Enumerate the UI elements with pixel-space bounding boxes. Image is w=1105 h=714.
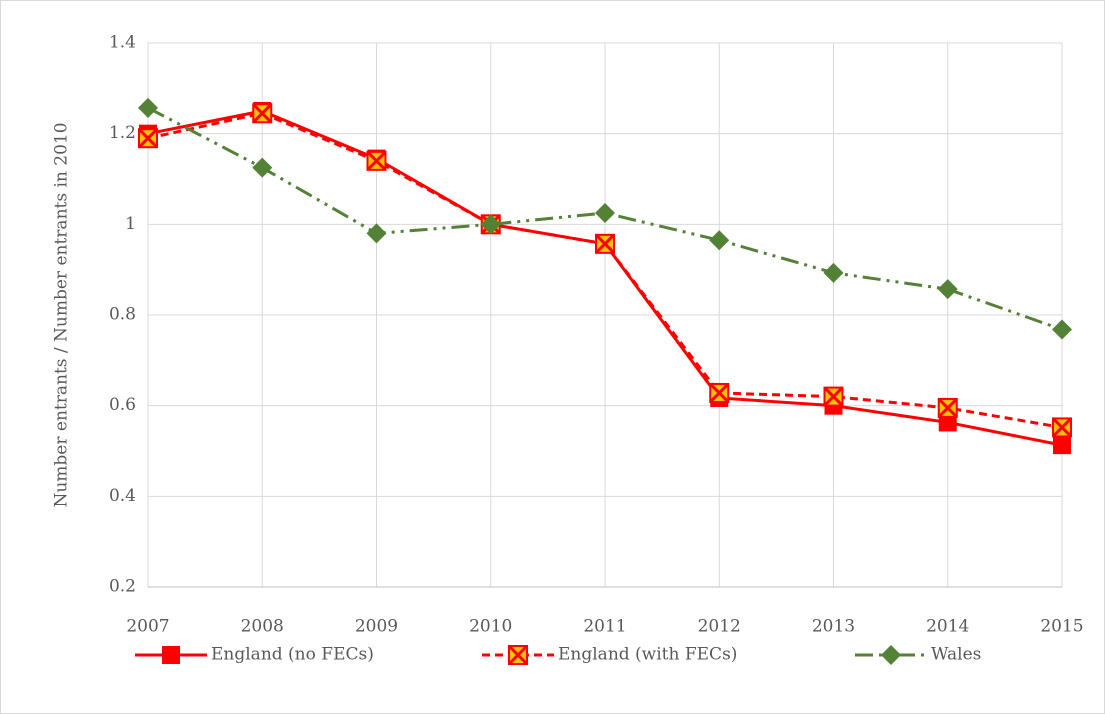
marker xyxy=(823,262,844,283)
marker xyxy=(480,214,501,235)
y-tick-label: 0.2 xyxy=(109,577,136,597)
marker-x xyxy=(508,645,528,665)
marker-x xyxy=(710,383,729,403)
marker-diamond xyxy=(823,262,844,283)
marker xyxy=(937,397,958,418)
marker-x xyxy=(938,398,957,417)
legend-label: England (with FECs) xyxy=(558,645,737,665)
marker-diamond xyxy=(937,279,958,300)
marker xyxy=(252,103,273,124)
marker-diamond xyxy=(1052,319,1072,340)
marker-square xyxy=(162,646,180,664)
marker-x xyxy=(824,387,843,406)
marker xyxy=(938,413,957,432)
marker-diamond xyxy=(138,97,158,118)
x-tick-label: 2008 xyxy=(241,617,284,637)
marker-diamond xyxy=(881,645,901,665)
marker xyxy=(366,223,387,244)
y-tick-label: 0.8 xyxy=(109,305,136,325)
y-tick-label: 1.4 xyxy=(109,33,136,53)
x-tick-label: 2011 xyxy=(583,617,626,637)
series-line xyxy=(147,106,1063,331)
marker-x xyxy=(1052,418,1072,437)
x-tick-label: 2010 xyxy=(469,617,512,637)
marker xyxy=(823,386,844,407)
marker xyxy=(138,128,158,149)
x-tick-label: 2009 xyxy=(355,617,398,637)
legend-label: Wales xyxy=(931,645,981,665)
marker xyxy=(937,279,958,300)
marker xyxy=(1053,436,1071,455)
marker-diamond xyxy=(480,214,501,235)
marker xyxy=(162,646,180,664)
marker xyxy=(595,203,615,223)
marker-x xyxy=(253,104,272,123)
marker xyxy=(595,233,615,254)
marker-x xyxy=(138,129,158,148)
marker xyxy=(709,382,730,403)
marker xyxy=(508,645,528,665)
marker xyxy=(1052,417,1072,438)
marker xyxy=(1052,319,1072,340)
marker-diamond xyxy=(366,223,387,244)
x-tick-label: 2007 xyxy=(126,617,169,637)
marker-diamond xyxy=(595,203,615,223)
marker-x xyxy=(367,151,386,170)
y-axis-label: Number entrants / Number entrants in 201… xyxy=(52,122,72,507)
y-tick-label: 1 xyxy=(125,214,136,234)
marker xyxy=(252,157,273,178)
y-tick-label: 0.4 xyxy=(109,486,136,506)
marker-square xyxy=(1053,436,1071,455)
x-tick-label: 2013 xyxy=(812,617,855,637)
x-tick-label: 2012 xyxy=(698,617,741,637)
y-tick-label: 1.2 xyxy=(109,123,136,143)
marker xyxy=(881,645,901,665)
marker xyxy=(709,230,730,251)
marker xyxy=(366,150,387,171)
x-tick-label: 2014 xyxy=(926,617,969,637)
legend-label: England (no FECs) xyxy=(211,645,374,665)
marker-diamond xyxy=(709,230,730,251)
marker-x xyxy=(595,234,615,253)
marker-diamond xyxy=(252,157,273,178)
marker xyxy=(138,97,158,118)
x-tick-label: 2015 xyxy=(1040,617,1083,637)
marker-square xyxy=(938,413,957,432)
y-tick-label: 0.6 xyxy=(109,395,136,415)
